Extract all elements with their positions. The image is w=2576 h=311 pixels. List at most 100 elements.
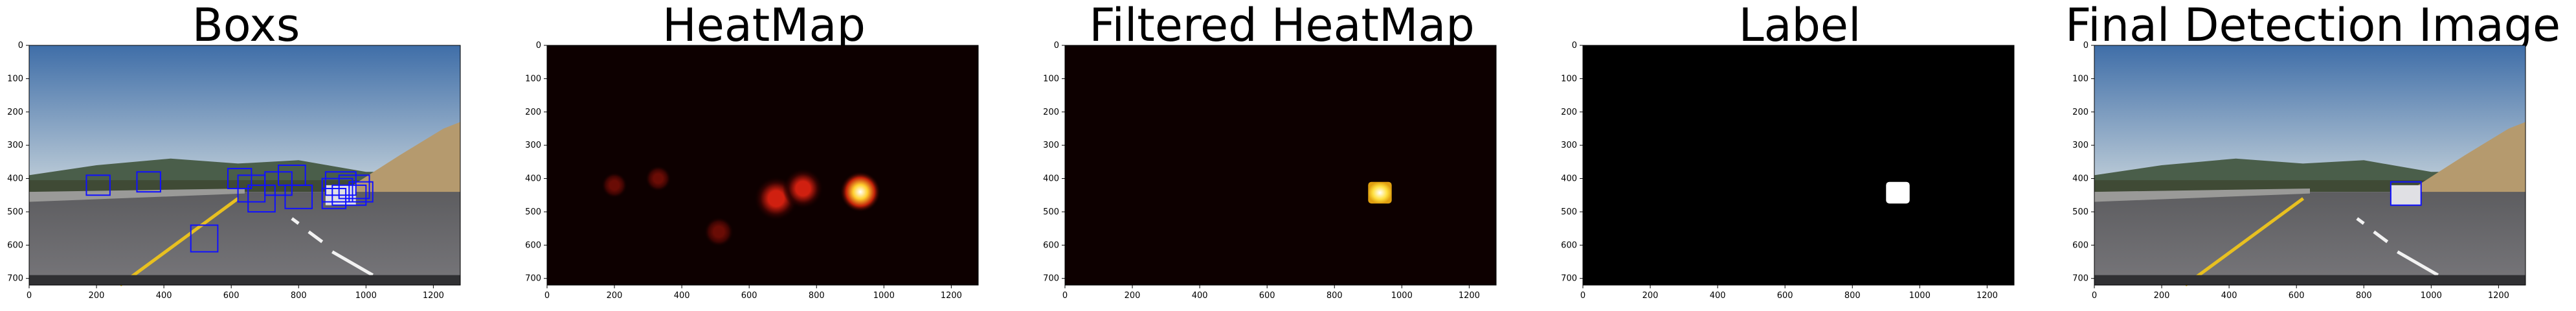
detection-box <box>324 171 357 196</box>
image-canvas: 0 200 400 600 800 1000 1200 0 100 200 300 400 500 600… <box>525 41 979 301</box>
x-tick-label: 200 <box>607 291 623 301</box>
y-tick-label: 400 <box>1043 174 1059 184</box>
label-background <box>1583 45 2014 285</box>
barrier <box>29 188 245 202</box>
y-tick-label: 200 <box>7 108 23 117</box>
heat-blob <box>840 171 881 213</box>
detection-box <box>247 184 276 213</box>
y-tick-label: 600 <box>1043 240 1059 250</box>
axes: 0 200 400 600 800 1000 1200 0 100 200 300 400 500 600… <box>7 41 461 301</box>
x-tick-label: 0 <box>1062 291 1068 301</box>
x-tick-label: 600 <box>1777 291 1793 301</box>
heat-background <box>547 45 978 285</box>
image-canvas: 0 200 400 600 800 1000 1200 0 100 200 300 400 500 600… <box>1561 41 2015 301</box>
axes: 0 200 400 600 800 1000 1200 0 100 200 300 400 500 600… <box>525 41 979 301</box>
x-tick-label: 1200 <box>423 291 444 301</box>
lane-dash <box>331 250 374 277</box>
panel-title: Label <box>1738 0 1861 52</box>
panel-road-boxes: Boxs 0 200 400 600 800 1000 1200 0 100 200 300 400 50… <box>0 0 492 311</box>
y-tick-label: 600 <box>1561 240 1577 250</box>
panel-title: Filtered HeatMap <box>1089 0 1475 52</box>
y-tick-label: 500 <box>525 207 541 217</box>
plot-frame <box>546 45 979 286</box>
x-tick-label: 1000 <box>1909 291 1931 301</box>
road-scene <box>29 45 460 287</box>
image-axes: 0 200 400 600 800 1000 1200 0 100 200 300 400 500 600… <box>1561 41 2015 301</box>
x-tick-label: 400 <box>1710 291 1726 301</box>
y-tick-label: 300 <box>525 141 541 150</box>
detection-box <box>284 184 313 209</box>
sky <box>2094 45 2526 179</box>
y-tick-label: 700 <box>2072 274 2089 284</box>
heat-background <box>1065 45 1496 285</box>
y-tick-label: 500 <box>1043 207 1059 217</box>
heat-blob <box>601 172 628 198</box>
x-tick-label: 1200 <box>1977 291 1998 301</box>
y-tick-label: 300 <box>1043 141 1059 150</box>
x-tick-label: 1200 <box>1459 291 1480 301</box>
yellow-lane <box>119 197 240 287</box>
label-region <box>1886 181 1910 204</box>
x-tick-label: 1200 <box>941 291 962 301</box>
y-tick-label: 100 <box>2072 74 2089 84</box>
axes: 0 200 400 600 800 1000 1200 0 100 200 300 400 500 600… <box>2072 41 2526 301</box>
x-tick-label: 1000 <box>2421 291 2442 301</box>
x-tick-label: 800 <box>1327 291 1343 301</box>
y-tick-label: 400 <box>1561 174 1577 184</box>
hillside <box>2407 122 2526 212</box>
car-hood <box>2094 275 2526 285</box>
image-axes: 0 200 400 600 800 1000 1200 0 100 200 300 400 500 600… <box>7 41 461 301</box>
lane-dash <box>2356 217 2365 225</box>
plot-frame <box>2094 45 2526 286</box>
x-tick-label: 1000 <box>1391 291 1413 301</box>
y-tick-label: 100 <box>1043 74 1059 84</box>
y-tick-label: 700 <box>1043 274 1059 284</box>
road <box>2094 192 2526 285</box>
x-tick-label: 1000 <box>873 291 895 301</box>
y-tick-label: 300 <box>7 141 23 150</box>
x-tick-label: 800 <box>1844 291 1861 301</box>
x-tick-label: 400 <box>674 291 690 301</box>
x-tick-label: 800 <box>2356 291 2372 301</box>
panel-label: Label 0 200 400 600 800 1000 1200 0 100 200 300 400 5… <box>1554 0 2046 311</box>
sky <box>29 45 460 179</box>
y-tick-label: 0 <box>18 41 23 51</box>
panel-title: Boxs <box>192 0 300 52</box>
panel-filtered: Filtered HeatMap 0 200 400 600 800 1000 1200 0 10… <box>1036 0 1528 311</box>
x-tick-label: 1000 <box>355 291 377 301</box>
y-tick-label: 0 <box>2083 41 2089 51</box>
heat-blob <box>782 168 823 209</box>
y-tick-label: 700 <box>1561 274 1577 284</box>
x-tick-label: 0 <box>2092 291 2097 301</box>
lane-dash <box>291 217 300 225</box>
lane-dash <box>308 230 324 244</box>
y-tick-label: 700 <box>7 274 23 284</box>
x-tick-label: 1200 <box>2488 291 2509 301</box>
y-tick-label: 200 <box>525 108 541 117</box>
x-tick-label: 400 <box>1192 291 1208 301</box>
heat-blob <box>704 216 734 247</box>
x-tick-label: 200 <box>2154 291 2170 301</box>
final-detection-box <box>2390 181 2422 206</box>
image-canvas: 0 200 400 600 800 1000 1200 0 100 200 300 400 500 600… <box>7 41 461 301</box>
y-tick-label: 600 <box>7 240 23 250</box>
x-tick-label: 800 <box>291 291 307 301</box>
y-tick-label: 600 <box>525 240 541 250</box>
axes: 0 200 400 600 800 1000 1200 0 100 200 300 400 500 600… <box>1043 41 1497 301</box>
y-tick-label: 200 <box>2072 108 2089 117</box>
x-tick-label: 200 <box>89 291 105 301</box>
x-tick-label: 400 <box>2221 291 2237 301</box>
y-tick-label: 600 <box>2072 240 2089 250</box>
y-tick-label: 0 <box>536 41 541 51</box>
y-tick-label: 200 <box>1043 108 1059 117</box>
image-axes: 0 200 400 600 800 1000 1200 0 100 200 300 400 500 600… <box>2072 41 2526 301</box>
x-tick-label: 0 <box>544 291 550 301</box>
y-tick-label: 200 <box>1561 108 1577 117</box>
detection-box <box>348 181 374 203</box>
detection-box <box>85 174 111 196</box>
y-tick-label: 500 <box>1561 207 1577 217</box>
image-axes: 0 200 400 600 800 1000 1200 0 100 200 300 400 500 600… <box>1043 41 1497 301</box>
white-car <box>2390 185 2421 205</box>
y-tick-label: 300 <box>2072 141 2089 150</box>
filtered-blob <box>1368 181 1392 204</box>
